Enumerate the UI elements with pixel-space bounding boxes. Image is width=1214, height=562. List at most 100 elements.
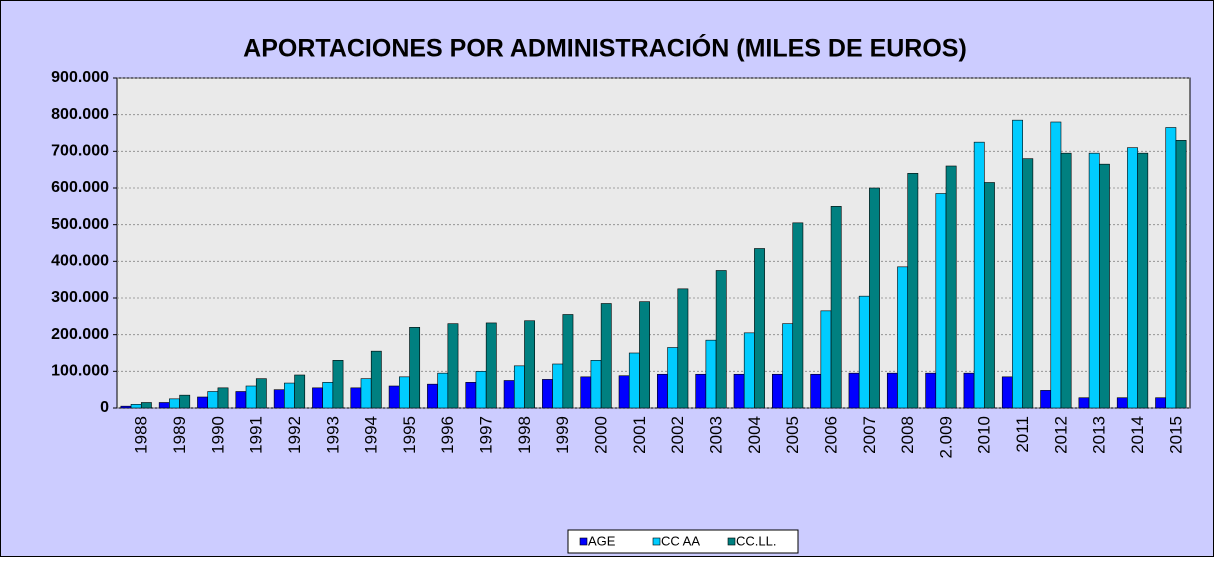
bar — [284, 382, 295, 409]
bar — [255, 378, 267, 409]
bar — [1137, 152, 1149, 409]
bar — [600, 303, 612, 409]
plot-area — [116, 77, 1191, 409]
bar — [447, 323, 459, 409]
bar — [754, 248, 765, 409]
bar — [437, 372, 449, 409]
bar — [820, 310, 832, 409]
bar — [667, 347, 679, 409]
legend: AGE CC AA CC.LL. — [567, 529, 799, 554]
bar — [562, 314, 574, 409]
x-tick-label: 2004 — [745, 416, 764, 454]
bar — [130, 404, 142, 409]
bar — [810, 373, 822, 409]
y-tick-label: 500.000 — [51, 216, 109, 233]
bar — [1060, 152, 1072, 409]
bar — [657, 373, 668, 409]
x-tick-label: 1991 — [247, 416, 266, 454]
bar — [830, 206, 842, 409]
x-tick-label: 2000 — [592, 416, 611, 454]
bar — [1099, 163, 1110, 409]
bar — [1165, 127, 1177, 409]
x-tick-label: 1994 — [362, 416, 381, 454]
bar — [217, 387, 229, 409]
bar — [360, 378, 372, 409]
bar — [1040, 390, 1052, 409]
bar — [984, 182, 995, 409]
bar — [120, 405, 132, 409]
x-tick-label: 2011 — [1013, 416, 1032, 453]
bar — [695, 373, 707, 409]
x-tick-label: 2003 — [706, 416, 725, 454]
bar — [858, 295, 870, 409]
chart-title: APORTACIONES POR ADMINISTRACIÓN (MILES D… — [243, 33, 967, 63]
bar — [322, 382, 334, 409]
bar — [963, 372, 975, 409]
bar — [179, 394, 191, 409]
x-tick-label: 2006 — [821, 416, 840, 454]
bar — [524, 320, 536, 409]
legend-label: AGE — [588, 533, 616, 548]
x-tick-label: 1989 — [170, 416, 189, 454]
bar — [792, 222, 804, 409]
y-tick-label: 400.000 — [51, 253, 109, 270]
y-tick-label: 300.000 — [51, 289, 109, 306]
bar — [1001, 376, 1013, 409]
bar — [886, 372, 898, 409]
legend-swatch — [727, 537, 736, 546]
bar — [245, 385, 257, 409]
bar — [273, 389, 285, 409]
bar — [399, 376, 410, 409]
x-tick-label: 2014 — [1128, 416, 1147, 454]
bar — [1088, 152, 1100, 409]
y-tick-label: 200.000 — [51, 326, 109, 343]
x-tick-label: 2012 — [1051, 416, 1070, 454]
bar — [1155, 397, 1167, 409]
bar — [1012, 119, 1023, 409]
x-tick-label: 1995 — [400, 416, 419, 454]
y-tick-label: 0 — [100, 399, 109, 416]
legend-label: CC.LL. — [736, 533, 776, 548]
x-tick-label: 2008 — [898, 416, 917, 454]
bar — [715, 270, 727, 409]
bar — [945, 165, 957, 409]
bar — [1127, 147, 1138, 409]
bar — [1050, 121, 1062, 409]
x-tick-label: 2.009 — [936, 416, 955, 459]
bar — [388, 385, 400, 409]
bar — [705, 339, 717, 409]
bar — [427, 383, 438, 409]
bar — [350, 387, 362, 409]
bar — [485, 322, 497, 409]
x-tick-label: 1992 — [285, 416, 304, 454]
bar — [628, 352, 640, 409]
bar — [639, 301, 650, 409]
bar — [935, 193, 947, 409]
x-tick-label: 1990 — [208, 416, 227, 454]
x-tick-label: 2013 — [1090, 416, 1109, 454]
legend-box — [567, 529, 799, 554]
y-tick-label: 100.000 — [51, 363, 109, 380]
bar — [542, 379, 553, 409]
x-tick-label: 1996 — [438, 416, 457, 454]
y-tick-label: 600.000 — [51, 179, 109, 196]
bar — [733, 373, 745, 409]
bar — [409, 327, 421, 409]
bar — [771, 373, 783, 409]
y-tick-label: 800.000 — [51, 106, 109, 123]
bar — [513, 365, 525, 409]
bar — [552, 363, 564, 409]
x-tick-label: 2005 — [783, 416, 802, 454]
x-tick-label: 2002 — [668, 416, 687, 454]
bar — [1022, 158, 1034, 409]
x-tick-label: 1999 — [553, 416, 572, 454]
x-tick-label: 1997 — [477, 416, 496, 454]
bar — [207, 391, 219, 409]
bar — [848, 372, 860, 409]
x-tick-label: 2007 — [860, 416, 879, 454]
bar — [475, 371, 487, 409]
bar — [1175, 140, 1187, 409]
bar — [925, 372, 937, 409]
bar — [1116, 397, 1128, 409]
